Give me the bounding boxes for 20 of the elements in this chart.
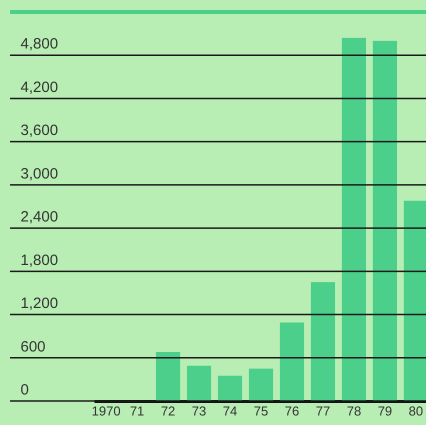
y-tick-label: 0 — [20, 382, 29, 398]
x-tick-label: 77 — [316, 404, 330, 418]
y-tick-label: 1,200 — [20, 295, 58, 312]
x-tick-label: 78 — [346, 404, 362, 418]
x-tick-label: 73 — [192, 404, 206, 418]
x-tick-label: 1970 — [92, 404, 121, 418]
y-tick-label: 2,400 — [20, 208, 58, 226]
y-tick-label: 3,000 — [20, 165, 58, 182]
y-tick-label: 600 — [20, 338, 46, 356]
x-tick-label: 75 — [254, 404, 268, 418]
y-tick-label: 3,600 — [20, 122, 58, 140]
x-tick-label: 74 — [222, 404, 238, 418]
y-tick-label: 4,800 — [20, 36, 58, 53]
y-tick-label: 1,800 — [20, 252, 58, 269]
x-tick-label: 72 — [160, 404, 176, 418]
x-tick-label: 79 — [378, 404, 392, 418]
x-tick-label: 80 — [408, 404, 424, 418]
x-tick-label: 76 — [284, 404, 300, 418]
y-tick-label: 4,200 — [20, 78, 58, 96]
x-tick-label: 71 — [130, 404, 144, 418]
